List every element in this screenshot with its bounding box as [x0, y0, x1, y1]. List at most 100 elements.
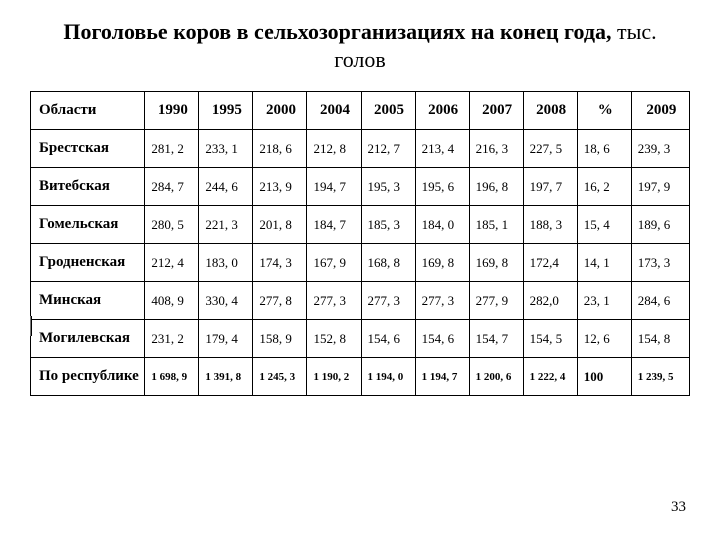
col-header: %	[577, 92, 631, 130]
table-header-row: Области 1990 1995 2000 2004 2005 2006 20…	[31, 92, 690, 130]
table-cell: 277, 3	[307, 282, 361, 320]
row-label: Могилевская	[31, 320, 145, 358]
table-cell: 221, 3	[199, 206, 253, 244]
table-cell: 184, 7	[307, 206, 361, 244]
col-header: 2009	[631, 92, 689, 130]
row-label: Гродненская	[31, 244, 145, 282]
table-cell: 277, 8	[253, 282, 307, 320]
table-cell: 154, 8	[631, 320, 689, 358]
table-cell: 1 245, 3	[253, 358, 307, 396]
col-header: 2000	[253, 92, 307, 130]
table-cell: 18, 6	[577, 130, 631, 168]
col-header: 2004	[307, 92, 361, 130]
table-cell: 284, 7	[145, 168, 199, 206]
page-title: Поголовье коров в сельхозорганизациях на…	[40, 18, 680, 73]
table-cell: 277, 9	[469, 282, 523, 320]
table-cell: 231, 2	[145, 320, 199, 358]
col-header: Области	[31, 92, 145, 130]
col-header: 2008	[523, 92, 577, 130]
table-cell: 15, 4	[577, 206, 631, 244]
table-row: Витебская284, 7244, 6213, 9194, 7195, 31…	[31, 168, 690, 206]
table-cell: 12, 6	[577, 320, 631, 358]
table-cell: 195, 3	[361, 168, 415, 206]
table-cell: 169, 8	[469, 244, 523, 282]
col-header: 2006	[415, 92, 469, 130]
table-total-row: По республике1 698, 91 391, 81 245, 31 1…	[31, 358, 690, 396]
col-header: 2005	[361, 92, 415, 130]
table-cell: 184, 0	[415, 206, 469, 244]
table-cell: 1 194, 0	[361, 358, 415, 396]
table-cell: 284, 6	[631, 282, 689, 320]
row-label: Витебская	[31, 168, 145, 206]
table-cell: 1 200, 6	[469, 358, 523, 396]
col-header: 1995	[199, 92, 253, 130]
table-cell: 152, 8	[307, 320, 361, 358]
table-cell: 218, 6	[253, 130, 307, 168]
table-cell: 185, 3	[361, 206, 415, 244]
table-cell: 172,4	[523, 244, 577, 282]
table-row: Брестская281, 2233, 1218, 6212, 8212, 72…	[31, 130, 690, 168]
page-number: 33	[671, 499, 686, 516]
table-cell: 281, 2	[145, 130, 199, 168]
table-cell: 201, 8	[253, 206, 307, 244]
table-cell: 196, 8	[469, 168, 523, 206]
table-cell: 1 239, 5	[631, 358, 689, 396]
table-cell: 1 698, 9	[145, 358, 199, 396]
table-cell: 154, 5	[523, 320, 577, 358]
table-cell: 212, 4	[145, 244, 199, 282]
table-cell: 154, 6	[415, 320, 469, 358]
table-cell: 168, 8	[361, 244, 415, 282]
table-cell: 212, 7	[361, 130, 415, 168]
data-table: Области 1990 1995 2000 2004 2005 2006 20…	[30, 91, 690, 396]
table-cell: 216, 3	[469, 130, 523, 168]
row-label: Брестская	[31, 130, 145, 168]
row-label: Минская	[31, 282, 145, 320]
table-cell: 154, 6	[361, 320, 415, 358]
table-cell: 16, 2	[577, 168, 631, 206]
col-header: 1990	[145, 92, 199, 130]
table-cell: 197, 9	[631, 168, 689, 206]
table-cell: 183, 0	[199, 244, 253, 282]
table-cell: 239, 3	[631, 130, 689, 168]
table-cell: 169, 8	[415, 244, 469, 282]
title-bold: Поголовье коров в сельхозорганизациях на…	[63, 19, 611, 44]
table-cell: 189, 6	[631, 206, 689, 244]
table-cell: 277, 3	[361, 282, 415, 320]
table-cell: 213, 9	[253, 168, 307, 206]
table-row: Минская408, 9330, 4277, 8277, 3277, 3277…	[31, 282, 690, 320]
table-cell: 194, 7	[307, 168, 361, 206]
table-cell: 174, 3	[253, 244, 307, 282]
table-cell: 167, 9	[307, 244, 361, 282]
table-cell: 282,0	[523, 282, 577, 320]
table-cell: 158, 9	[253, 320, 307, 358]
table-cell: 233, 1	[199, 130, 253, 168]
table-cell: 1 391, 8	[199, 358, 253, 396]
row-label: По республике	[31, 358, 145, 396]
table-cell: 100	[577, 358, 631, 396]
table-cell: 277, 3	[415, 282, 469, 320]
table-cell: 195, 6	[415, 168, 469, 206]
table-cell: 1 194, 7	[415, 358, 469, 396]
table-row: Гродненская212, 4183, 0174, 3167, 9168, …	[31, 244, 690, 282]
text-cursor	[30, 316, 32, 336]
table-cell: 408, 9	[145, 282, 199, 320]
table-cell: 1 222, 4	[523, 358, 577, 396]
table-cell: 154, 7	[469, 320, 523, 358]
table-cell: 212, 8	[307, 130, 361, 168]
table-cell: 227, 5	[523, 130, 577, 168]
table-cell: 1 190, 2	[307, 358, 361, 396]
table-cell: 185, 1	[469, 206, 523, 244]
table-cell: 14, 1	[577, 244, 631, 282]
table-cell: 179, 4	[199, 320, 253, 358]
table-cell: 213, 4	[415, 130, 469, 168]
col-header: 2007	[469, 92, 523, 130]
table-row: Могилевская231, 2179, 4158, 9152, 8154, …	[31, 320, 690, 358]
table-cell: 280, 5	[145, 206, 199, 244]
table-cell: 188, 3	[523, 206, 577, 244]
table-cell: 197, 7	[523, 168, 577, 206]
table-row: Гомельская280, 5221, 3201, 8184, 7185, 3…	[31, 206, 690, 244]
table-cell: 23, 1	[577, 282, 631, 320]
table-cell: 330, 4	[199, 282, 253, 320]
table-cell: 244, 6	[199, 168, 253, 206]
table-cell: 173, 3	[631, 244, 689, 282]
